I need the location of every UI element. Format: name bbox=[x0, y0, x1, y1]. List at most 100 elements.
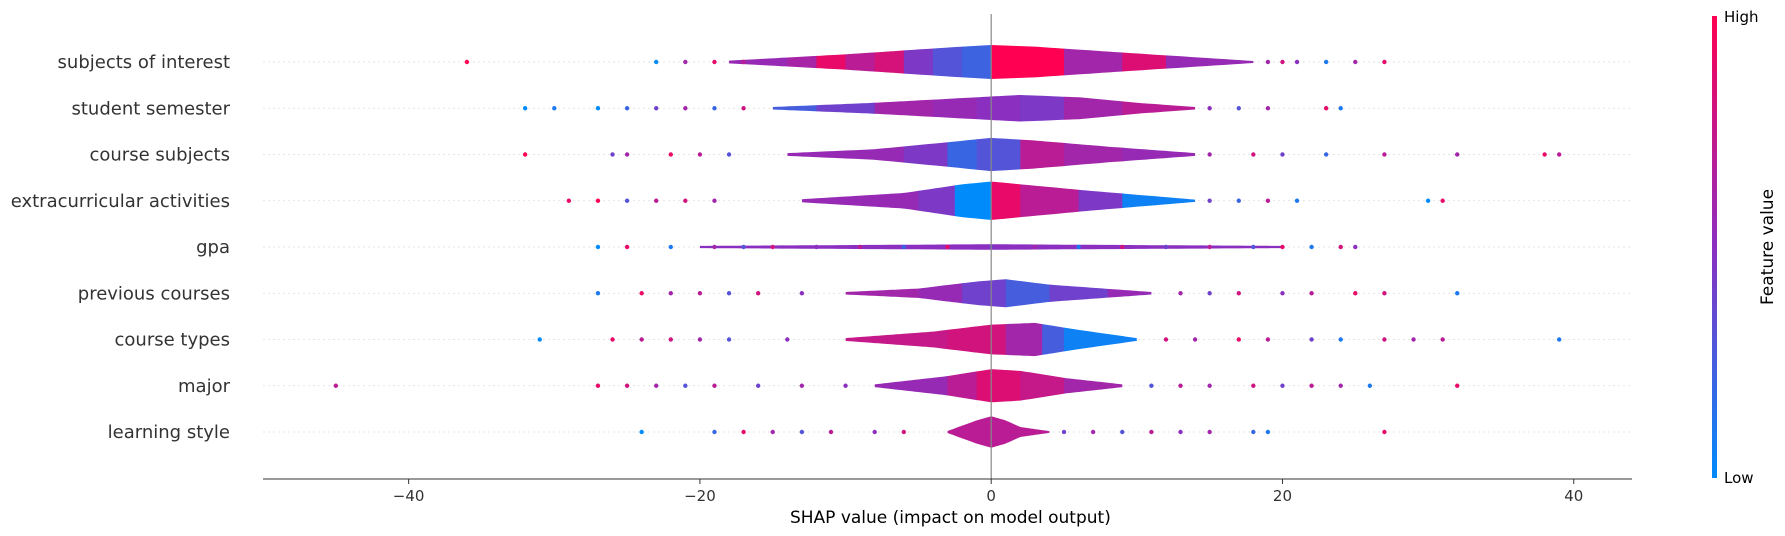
violin-band bbox=[991, 181, 1021, 220]
scatter-point bbox=[624, 383, 630, 388]
scatter-point bbox=[770, 244, 775, 250]
scatter-point bbox=[1149, 383, 1154, 388]
scatter-point bbox=[1309, 291, 1314, 296]
violin-band bbox=[947, 322, 1007, 357]
violin-band bbox=[1020, 95, 1065, 122]
scatter-point bbox=[1032, 244, 1038, 250]
scatter-point bbox=[1178, 383, 1183, 388]
violin-band bbox=[962, 45, 992, 79]
scatter-point bbox=[1294, 59, 1300, 65]
feature-label: subjects of interest bbox=[58, 52, 230, 73]
violin-band bbox=[932, 45, 963, 79]
scatter-point bbox=[799, 429, 805, 435]
scatter-point bbox=[1265, 429, 1271, 435]
scatter-point bbox=[1382, 291, 1387, 296]
violin bbox=[845, 279, 1152, 308]
scatter-point bbox=[610, 152, 615, 157]
violin-band bbox=[816, 45, 847, 79]
violin-band bbox=[845, 279, 919, 308]
scatter-point bbox=[1280, 244, 1285, 250]
scatter-point bbox=[595, 106, 601, 111]
scatter-point bbox=[1353, 291, 1358, 296]
scatter-point bbox=[1382, 337, 1387, 342]
scatter-point bbox=[1309, 383, 1314, 388]
violin-band bbox=[1122, 137, 1196, 172]
violin-band bbox=[874, 369, 948, 403]
violin-band bbox=[787, 45, 817, 79]
scatter-point bbox=[683, 106, 688, 111]
colorbar-gradient bbox=[1712, 16, 1717, 478]
scatter-points bbox=[333, 59, 1562, 435]
violin-band bbox=[976, 137, 1021, 172]
scatter-point bbox=[1207, 291, 1212, 296]
scatter-point bbox=[639, 291, 644, 296]
scatter-point bbox=[668, 244, 673, 250]
violin-band bbox=[991, 45, 1065, 79]
violin-band bbox=[1122, 95, 1196, 122]
scatter-point bbox=[654, 198, 659, 203]
scatter-point bbox=[1207, 429, 1212, 435]
scatter-point bbox=[639, 337, 644, 342]
violin-band bbox=[1020, 181, 1080, 220]
violin-band bbox=[954, 181, 992, 220]
scatter-point bbox=[1236, 198, 1241, 203]
scatter-point bbox=[537, 337, 542, 342]
feature-label: previous courses bbox=[78, 283, 230, 304]
scatter-point bbox=[595, 291, 601, 296]
scatter-point bbox=[799, 291, 805, 296]
scatter-point bbox=[639, 429, 644, 435]
scatter-point bbox=[901, 429, 907, 435]
scatter-point bbox=[872, 429, 877, 435]
scatter-point bbox=[333, 383, 339, 388]
feature-label: gpa bbox=[196, 237, 230, 258]
scatter-point bbox=[1338, 106, 1343, 111]
violin bbox=[801, 181, 1196, 220]
scatter-point bbox=[1178, 291, 1183, 296]
scatter-point bbox=[1280, 59, 1285, 65]
scatter-point bbox=[1367, 383, 1373, 388]
scatter-point bbox=[726, 291, 732, 296]
violin-band bbox=[1122, 181, 1196, 220]
scatter-point bbox=[1251, 383, 1256, 388]
scatter-point bbox=[814, 244, 819, 250]
scatter-point bbox=[683, 383, 688, 388]
scatter-point bbox=[522, 106, 528, 111]
scatter-point bbox=[1061, 429, 1067, 435]
violin-band bbox=[1005, 322, 1043, 357]
violin-band bbox=[1122, 45, 1167, 79]
scatter-point bbox=[464, 59, 470, 65]
scatter-point bbox=[1076, 244, 1081, 250]
violin-band bbox=[947, 137, 978, 172]
scatter-point bbox=[624, 244, 630, 250]
scatter-point bbox=[683, 59, 688, 65]
scatter-point bbox=[1338, 337, 1343, 342]
scatter-point bbox=[726, 152, 732, 157]
violin-band bbox=[801, 181, 919, 220]
scatter-point bbox=[741, 106, 746, 111]
scatter-point bbox=[595, 383, 601, 388]
scatter-point bbox=[1265, 59, 1271, 65]
violin-band bbox=[874, 95, 934, 122]
violin-band bbox=[729, 45, 788, 79]
scatter-point bbox=[1411, 337, 1416, 342]
scatter-point bbox=[697, 337, 703, 342]
scatter-point bbox=[1382, 152, 1387, 157]
scatter-point bbox=[1163, 337, 1169, 342]
feature-label: student semester bbox=[71, 98, 230, 119]
row-gridlines bbox=[263, 61, 1632, 433]
scatter-point bbox=[1090, 429, 1096, 435]
scatter-point bbox=[1192, 337, 1198, 342]
feature-label: extracurricular activities bbox=[11, 191, 230, 212]
scatter-point bbox=[624, 106, 630, 111]
feature-label: course types bbox=[115, 330, 230, 351]
violin-band bbox=[947, 369, 978, 403]
scatter-point bbox=[712, 106, 717, 111]
scatter-point bbox=[1556, 152, 1562, 157]
violin-band bbox=[903, 137, 948, 172]
scatter-point bbox=[1455, 383, 1460, 388]
scatter-point bbox=[595, 244, 601, 250]
violin-band bbox=[932, 95, 978, 122]
x-tick-label: −20 bbox=[684, 487, 716, 505]
scatter-point bbox=[697, 291, 703, 296]
violin-band bbox=[918, 279, 963, 308]
